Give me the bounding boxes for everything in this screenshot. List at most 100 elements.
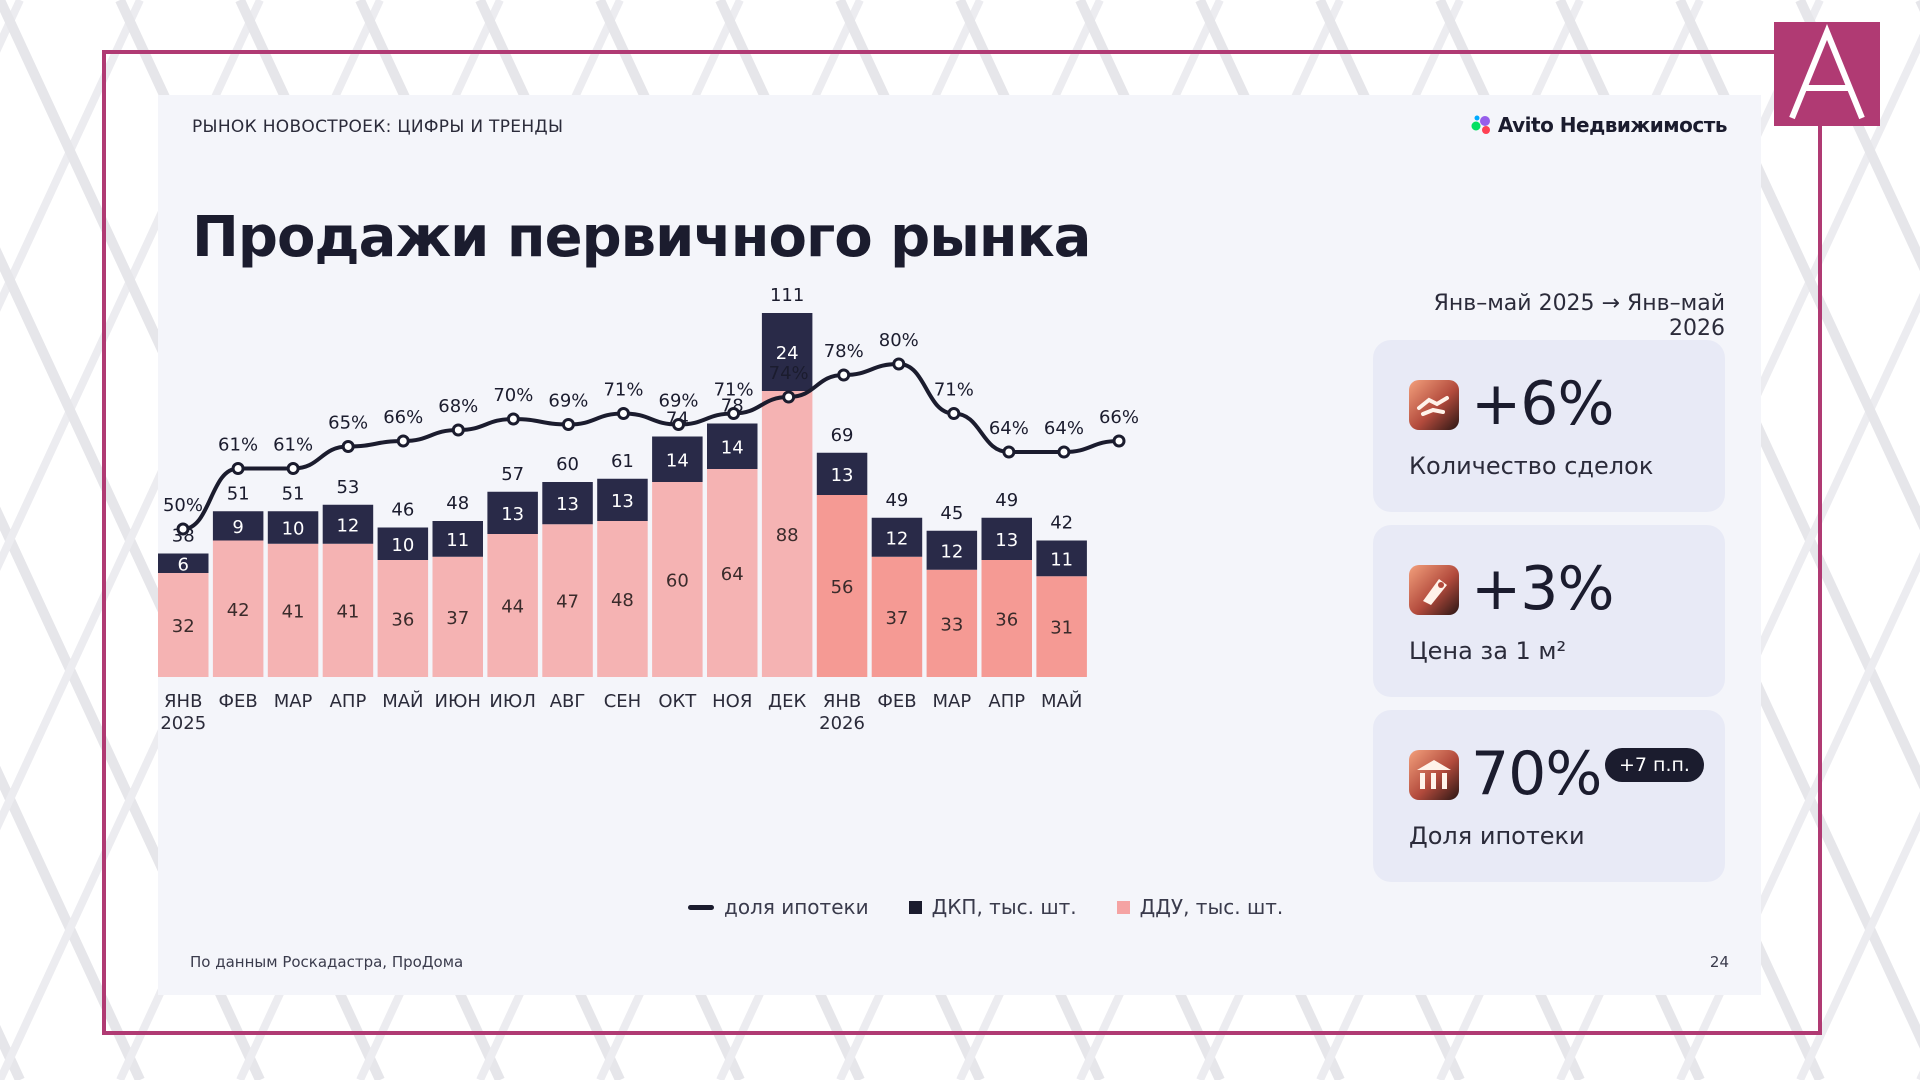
slide-header: РЫНОК НОВОСТРОЕК: ЦИФРЫ И ТРЕНДЫ xyxy=(192,117,564,137)
mortgage-share-line xyxy=(182,361,1120,531)
source-note: По данным Роскадастра, ПроДома xyxy=(190,953,464,971)
x-tick-label: ФЕВ xyxy=(219,691,258,712)
bar-dkp xyxy=(487,491,538,534)
total-value-label: 46 xyxy=(391,500,414,521)
bar-dkp xyxy=(926,530,978,570)
x-tick-label: АПР xyxy=(988,691,1025,712)
card-price: +3% Цена за 1 м² xyxy=(1373,525,1725,697)
ddu-value-label: 37 xyxy=(885,608,908,629)
x-tick-label: ЯНВ 2026 xyxy=(819,691,865,734)
ddu-value-label: 31 xyxy=(1050,618,1073,639)
legend-item-ddu: ДДУ, тыс. шт. xyxy=(1116,895,1284,919)
mortgage-share-label: 61% xyxy=(273,435,313,456)
total-value-label: 51 xyxy=(282,483,305,504)
total-value-label: 45 xyxy=(940,503,963,524)
bar-ddu xyxy=(981,560,1032,677)
mortgage-change-badge: +7 п.п. xyxy=(1605,748,1704,782)
bar-ddu xyxy=(926,569,978,677)
mortgage-share-label: 80% xyxy=(879,330,919,351)
brand-name: Avito Недвижимость xyxy=(1497,113,1728,137)
page-title: Продажи первичного рынка xyxy=(192,205,1091,270)
bar-dkp xyxy=(322,504,374,544)
dkp-value-label: 13 xyxy=(556,494,579,515)
deals-change: +6% xyxy=(1471,369,1614,439)
mortgage-share-label: 50% xyxy=(163,495,203,516)
price-label: Цена за 1 м² xyxy=(1409,637,1567,665)
mortgage-share-label: 61% xyxy=(218,435,258,456)
ddu-value-label: 44 xyxy=(501,597,524,618)
total-value-label: 111 xyxy=(770,285,804,306)
bar-dkp xyxy=(212,511,264,541)
dkp-value-label: 12 xyxy=(885,528,908,549)
bar-dkp xyxy=(432,521,483,557)
ddu-value-label: 41 xyxy=(336,601,359,622)
card-mortgage: 70% +7 п.п. Доля ипотеки xyxy=(1373,710,1725,882)
ddu-value-label: 64 xyxy=(721,564,744,585)
x-tick-label: АПР xyxy=(330,691,367,712)
dkp-value-label: 24 xyxy=(776,343,799,364)
mortgage-share-label: 78% xyxy=(824,341,864,362)
total-value-label: 48 xyxy=(446,493,469,514)
dkp-value-label: 14 xyxy=(721,437,744,458)
mortgage-share-label: 64% xyxy=(989,418,1029,439)
total-value-label: 61 xyxy=(611,451,634,472)
slide: РЫНОК НОВОСТРОЕК: ЦИФРЫ И ТРЕНДЫ Avito Н… xyxy=(158,95,1761,995)
x-tick-label: ИЮН xyxy=(435,691,481,712)
bar-ddu xyxy=(761,391,813,677)
ddu-value-label: 42 xyxy=(227,600,250,621)
card-deals: +6% Количество сделок xyxy=(1373,340,1725,512)
comparison-period: Янв–май 2025 → Янв–май 2026 xyxy=(1433,291,1725,341)
mortgage-share-label: 69% xyxy=(548,391,588,412)
channel-logo xyxy=(1774,22,1880,126)
dkp-value-label: 12 xyxy=(940,541,963,562)
total-value-label: 53 xyxy=(336,477,359,498)
deals-label: Количество сделок xyxy=(1409,452,1654,480)
brand-logo: Avito Недвижимость xyxy=(1470,113,1728,137)
mortgage-label: Доля ипотеки xyxy=(1409,822,1585,850)
total-value-label: 49 xyxy=(885,490,908,511)
bar-dkp xyxy=(597,478,648,521)
ddu-value-label: 47 xyxy=(556,592,579,613)
bar-ddu xyxy=(487,534,538,677)
total-value-label: 57 xyxy=(501,464,524,485)
bar-ddu xyxy=(816,495,868,677)
ddu-value-label: 32 xyxy=(172,616,195,637)
mortgage-share-point xyxy=(837,368,851,382)
mortgage-share-point xyxy=(396,434,410,448)
ddu-value-label: 60 xyxy=(666,571,689,592)
dkp-value-label: 13 xyxy=(995,530,1018,551)
dkp-value-label: 9 xyxy=(232,517,243,538)
frame-border xyxy=(102,50,1822,1035)
x-tick-label: АВГ xyxy=(550,691,586,712)
x-tick-label: ИЮЛ xyxy=(489,691,535,712)
bank-icon xyxy=(1409,750,1459,800)
bar-dkp xyxy=(377,527,429,560)
bar-ddu xyxy=(377,560,429,677)
ddu-value-label: 37 xyxy=(446,608,469,629)
mortgage-share-point xyxy=(451,423,465,437)
mortgage-share-point xyxy=(947,407,961,420)
bar-ddu xyxy=(871,556,923,677)
x-tick-label: СЕН xyxy=(604,691,641,712)
mortgage-share-point xyxy=(1112,434,1126,448)
dkp-value-label: 13 xyxy=(501,504,524,525)
x-tick-label: ФЕВ xyxy=(877,691,916,712)
legend-label-ddu: ДДУ, тыс. шт. xyxy=(1139,895,1284,919)
legend-item-dkp: ДКП, тыс. шт. xyxy=(908,895,1077,919)
mortgage-share-label: 68% xyxy=(438,396,478,417)
mortgage-share-label: 74% xyxy=(769,363,809,384)
mortgage-share-point xyxy=(1057,445,1071,459)
ddu-value-label: 36 xyxy=(391,610,414,631)
ddu-value-label: 41 xyxy=(282,601,305,622)
page-number: 24 xyxy=(1709,953,1729,971)
bar-ddu xyxy=(707,469,758,677)
bar-ddu xyxy=(212,540,264,677)
ddu-value-label: 48 xyxy=(611,590,634,611)
total-value-label: 51 xyxy=(227,483,250,504)
bar-dkp xyxy=(652,436,703,482)
mortgage-share-point xyxy=(561,418,575,431)
mortgage-share-label: 71% xyxy=(714,380,754,401)
mortgage-share-label: 66% xyxy=(383,407,423,428)
bar-ddu xyxy=(158,573,209,677)
